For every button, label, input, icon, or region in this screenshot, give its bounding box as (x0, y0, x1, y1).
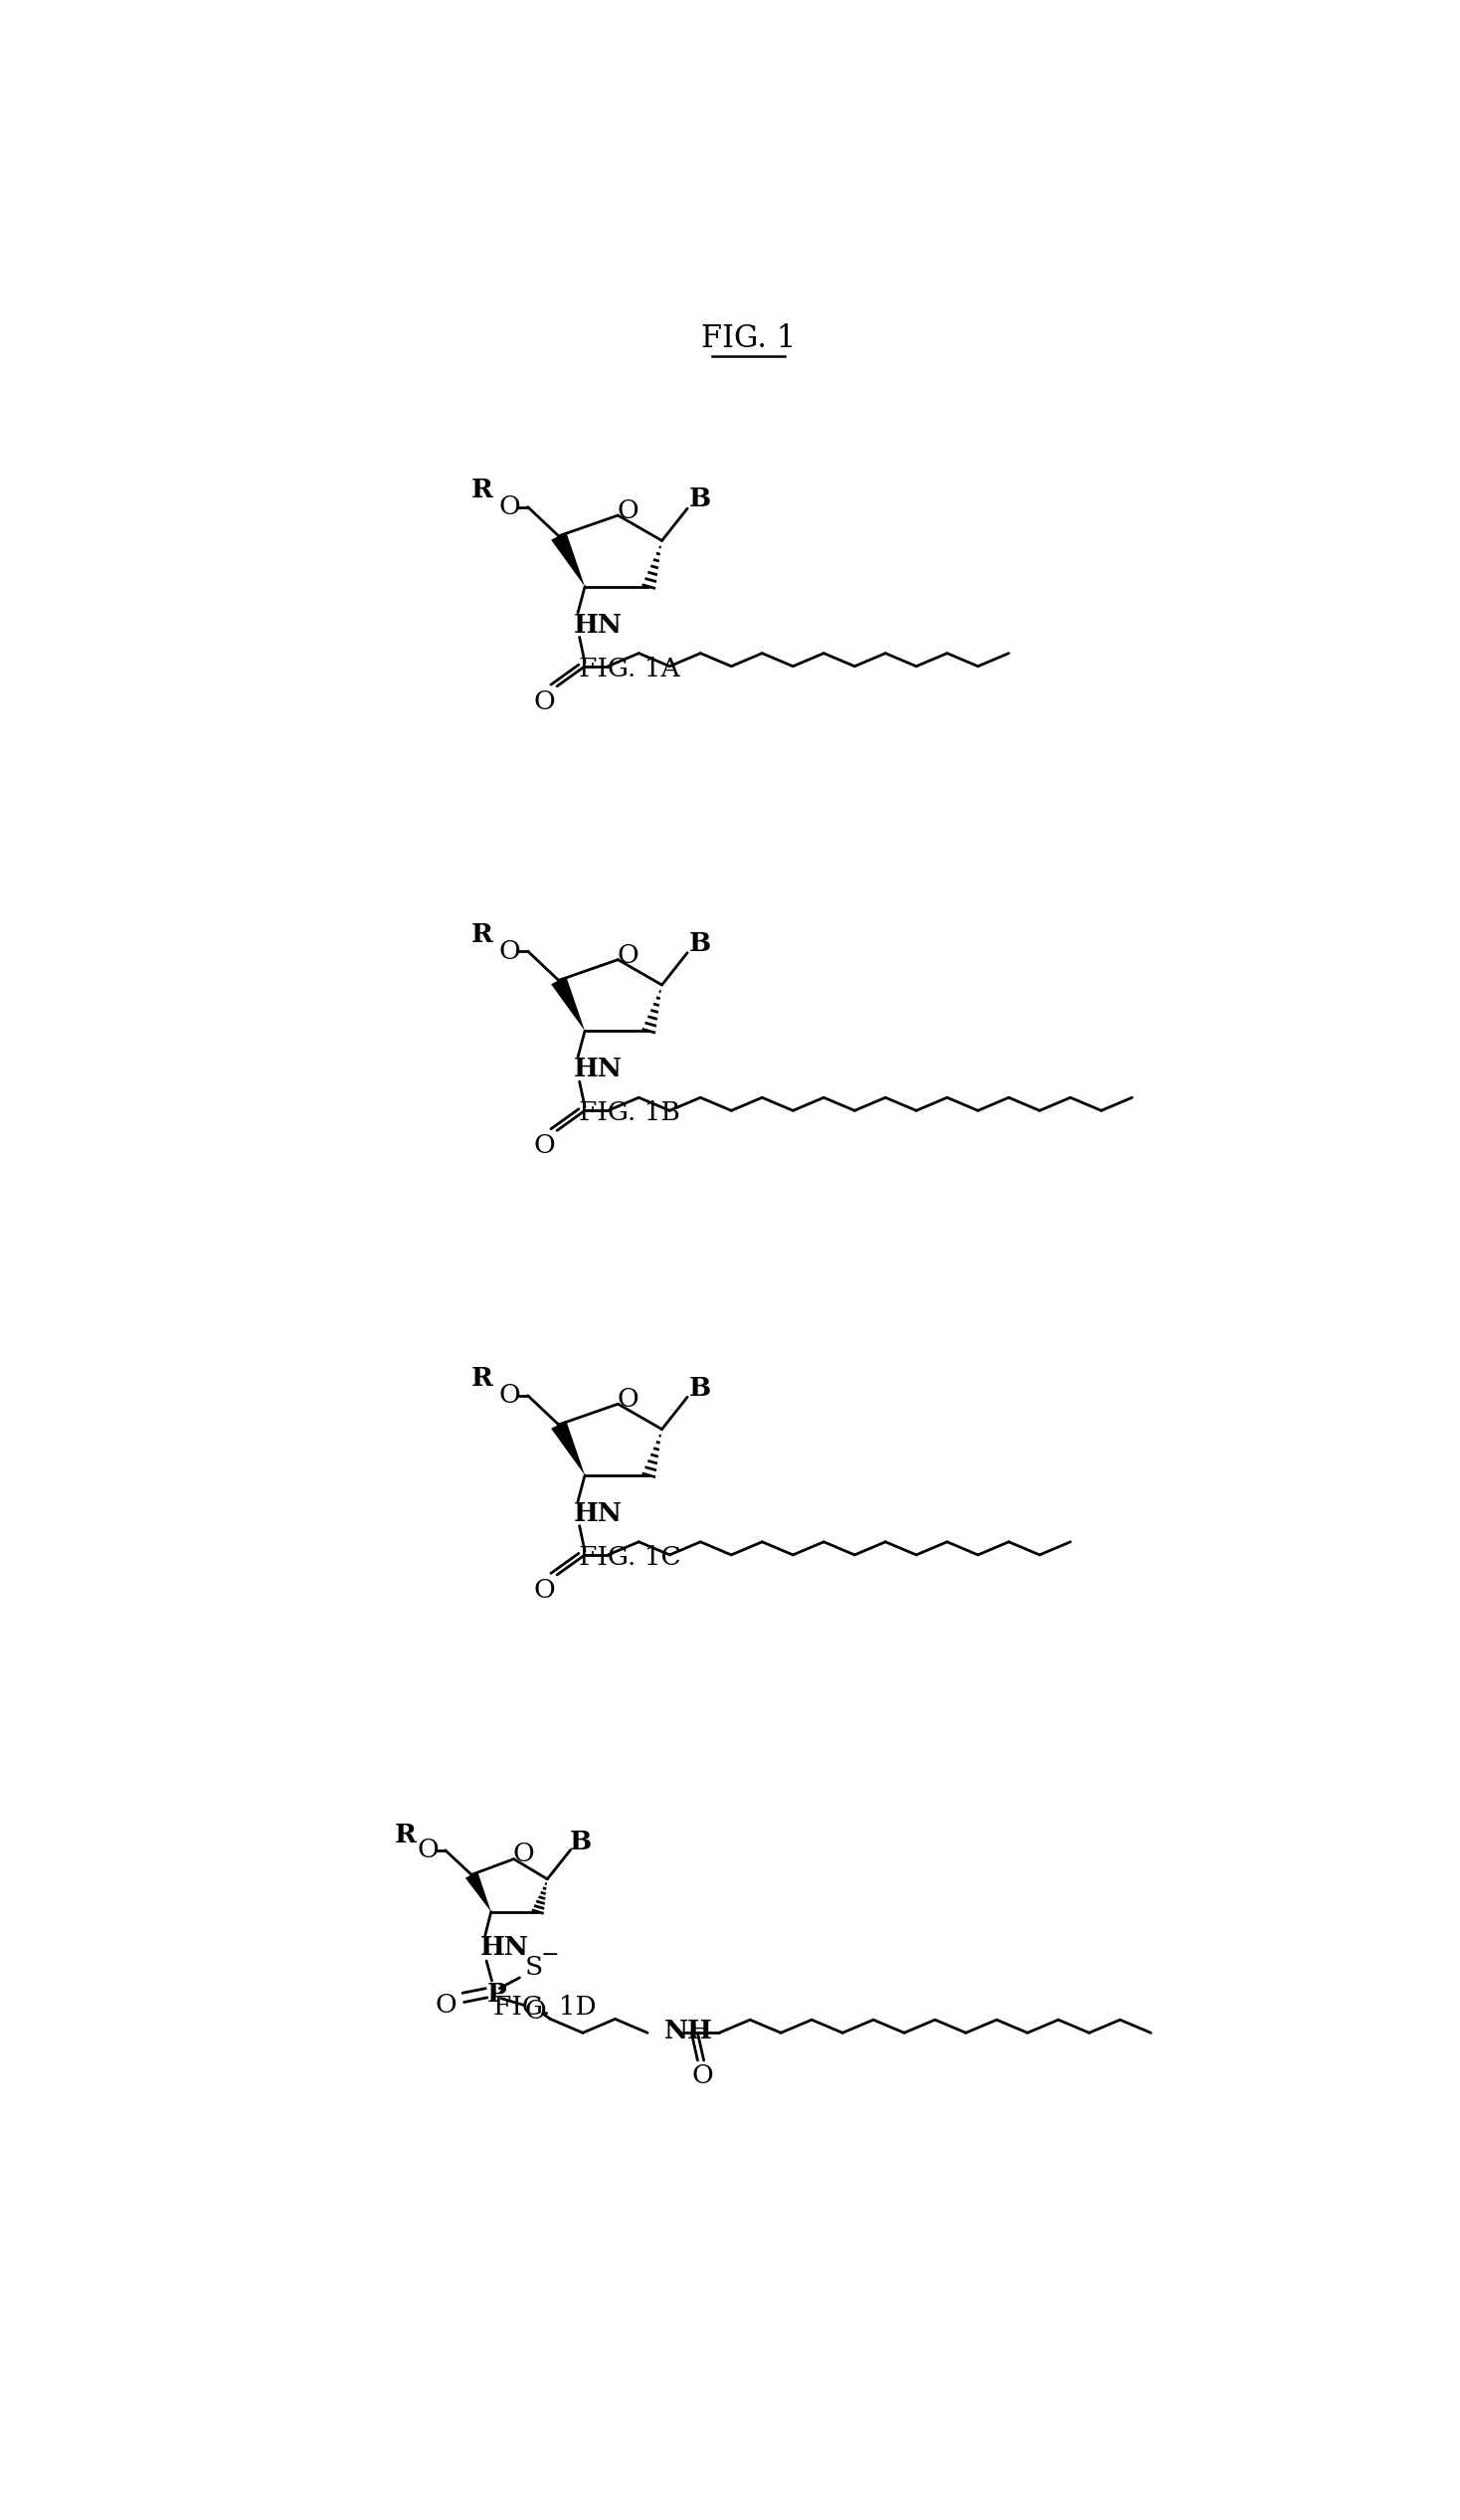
Text: R: R (470, 1366, 492, 1391)
Text: O: O (526, 1998, 546, 2024)
Text: FIG. 1B: FIG. 1B (580, 1101, 680, 1126)
Polygon shape (466, 1872, 491, 1913)
Text: O: O (618, 499, 639, 524)
Text: R: R (470, 479, 492, 501)
Text: B: B (689, 932, 711, 955)
Text: S: S (524, 1956, 543, 1978)
Text: O: O (534, 1578, 556, 1603)
Text: FIG. 1C: FIG. 1C (578, 1545, 680, 1570)
Text: HN: HN (574, 1502, 622, 1527)
Text: R: R (470, 922, 492, 948)
Text: FIG. 1D: FIG. 1D (493, 1993, 596, 2019)
Text: O: O (692, 2064, 712, 2089)
Text: FIG. 1: FIG. 1 (701, 323, 796, 355)
Text: R: R (394, 1822, 416, 1847)
Text: HN: HN (480, 1935, 529, 1961)
Text: −: − (542, 1943, 559, 1966)
Text: O: O (534, 1134, 556, 1159)
Polygon shape (550, 1421, 585, 1474)
Text: O: O (618, 1386, 639, 1411)
Text: O: O (618, 942, 639, 968)
Text: O: O (512, 1842, 534, 1867)
Polygon shape (550, 532, 585, 587)
Text: O: O (498, 940, 520, 963)
Text: O: O (418, 1837, 439, 1862)
Text: B: B (689, 486, 711, 512)
Text: HN: HN (574, 1056, 622, 1081)
Text: B: B (689, 1376, 711, 1401)
Polygon shape (550, 975, 585, 1031)
Text: NH: NH (664, 2019, 712, 2044)
Text: P: P (486, 1983, 507, 2006)
Text: O: O (498, 494, 520, 519)
Text: B: B (571, 1830, 593, 1855)
Text: O: O (498, 1383, 520, 1409)
Text: O: O (534, 688, 556, 713)
Text: FIG. 1A: FIG. 1A (580, 655, 680, 680)
Text: O: O (435, 1993, 457, 2019)
Text: HN: HN (574, 612, 622, 638)
